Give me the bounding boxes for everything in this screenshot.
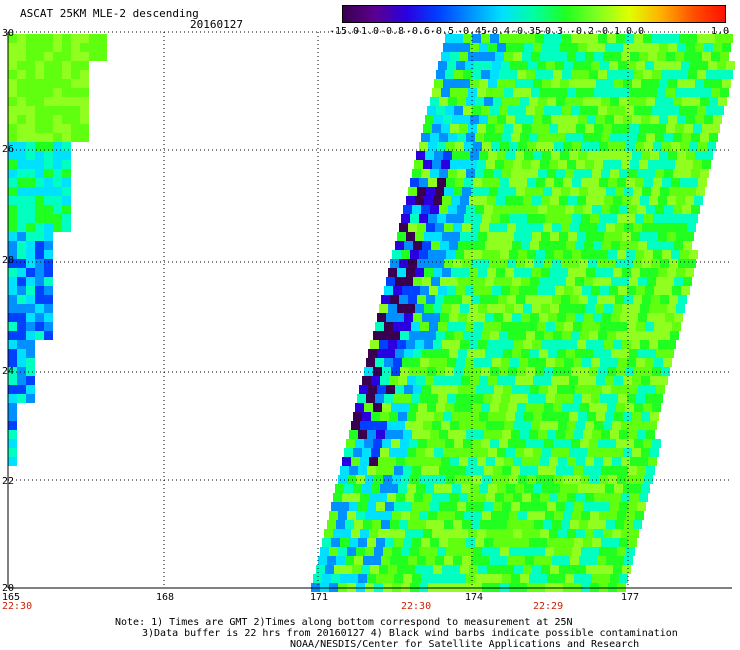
footnote-line-2: 3)Data buffer is 22 hrs from 20160127 4)… [142, 628, 678, 639]
lat-label-26: 26 [2, 144, 14, 155]
lon-label-174: 174 [465, 592, 483, 603]
footnote-line-1: Note: 1) Times are GMT 2)Times along bot… [115, 617, 573, 628]
lat-label-28: 28 [2, 255, 14, 266]
map-frame [7, 32, 732, 589]
color-scale-tick-label: -0.3 [538, 26, 564, 37]
color-scale-bar [342, 5, 726, 23]
lon-label-165: 165 [2, 592, 20, 603]
lon-label-168: 168 [156, 592, 174, 603]
footnote: Note: 1) Times are GMT 2)Times along bot… [115, 617, 678, 650]
color-scale-tick-label: -0.4 [485, 26, 511, 37]
color-scale-tick-label: -0.5 [429, 26, 455, 37]
date-label: 20160127 [190, 18, 243, 31]
lat-label-22: 22 [2, 476, 14, 487]
color-scale-tick-label: -1.0 [354, 26, 380, 37]
lat-label-20: 20 [2, 583, 14, 594]
gridlines [7, 31, 732, 589]
footnote-line-3: NOAA/NESDIS/Center for Satellite Applica… [290, 639, 640, 650]
color-scale-tick-label: -0.2 [569, 26, 595, 37]
lat-label-30: 30 [2, 28, 14, 39]
lat-label-24: 24 [2, 366, 14, 377]
time-label: 22:30 [401, 601, 431, 612]
ascat-swath-map: 30 26 28 24 22 20 165 168 171 174 177 22… [2, 28, 735, 612]
time-label: 22:29 [533, 601, 563, 612]
lon-label-171: 171 [310, 592, 328, 603]
lon-label-177: 177 [621, 592, 639, 603]
swath-left [8, 34, 107, 466]
color-scale-tick-label: 0.0 [625, 26, 645, 37]
color-scale-tick-label: -0.6 [405, 26, 431, 37]
color-scale-tick-label: -0.35 [510, 26, 542, 37]
swath-right [311, 34, 735, 592]
time-label: 22:30 [2, 601, 32, 612]
title: ASCAT 25KM MLE-2 descending [20, 7, 199, 20]
